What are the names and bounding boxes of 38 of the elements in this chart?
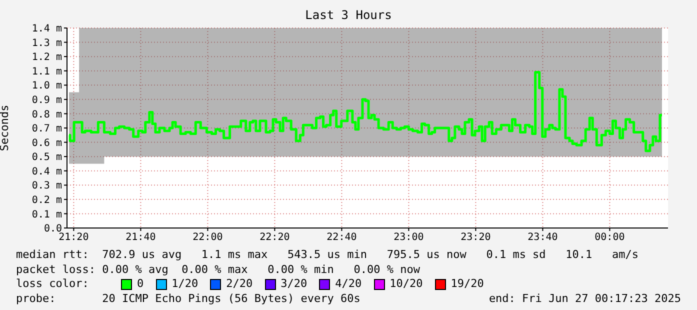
text: packet loss: 0.00 % avg 0.00 % max 0.00 % min 0.00 % now — [16, 262, 421, 277]
y-tick-label: 0.4 m — [32, 166, 62, 178]
chart-title: Last 3 Hours — [304, 8, 393, 22]
text: 10/20 — [390, 277, 423, 292]
y-tick-label: 1.0 m — [32, 80, 62, 92]
x-tick-label: 00:00 — [594, 232, 625, 244]
text: probe: 20 ICMP Echo Pings (56 Bytes) every 60s — [16, 292, 360, 306]
text: median rtt: 702.9 us avg 1.1 ms max 543.5 us min 795.5 us now 0.1 ms sd 10.1 am/s — [16, 248, 640, 262]
text: loss color: — [16, 277, 90, 292]
text: 1/20 — [172, 277, 198, 292]
y-axis-title: Seconds — [0, 104, 11, 152]
text: 19/20 — [450, 277, 484, 292]
y-tick-label: 1.4 m — [32, 24, 62, 35]
y-tick-label: 0.7 m — [32, 124, 62, 135]
x-tick-label: 22:20 — [260, 232, 290, 244]
text: 0 — [137, 277, 144, 292]
y-tick-label: 0.8 m — [32, 109, 62, 120]
text: 3/20 — [280, 277, 308, 292]
y-tick-label: 1.1 m — [32, 66, 62, 78]
x-tick-label: 23:20 — [460, 232, 491, 244]
x-tick-label: 21:40 — [126, 232, 156, 244]
y-tick-label: 0.9 m — [32, 94, 62, 106]
x-tick-label: 23:00 — [394, 232, 424, 244]
x-tick-label: 22:00 — [192, 232, 223, 244]
text: 2/20 — [226, 277, 253, 292]
y-tick-label: 0.1 m — [32, 209, 62, 220]
text: 4/20 — [335, 277, 362, 292]
y-tick-label: 0.3 m — [32, 180, 62, 192]
x-tick-label: 21:20 — [58, 232, 89, 244]
y-tick-label: 0.5 m — [32, 152, 62, 164]
y-tick-label: 0.0 — [44, 224, 62, 235]
text: end: Fri Jun 27 00:17:23 2025 — [488, 292, 681, 306]
y-tick-label: 1.3 m — [32, 38, 62, 49]
x-tick-label: 22:40 — [326, 232, 357, 244]
y-tick-label: 0.6 m — [32, 138, 62, 149]
y-tick-label: 0.2 m — [32, 194, 62, 206]
x-tick-label: 23:40 — [528, 232, 558, 244]
y-tick-label: 1.2 m — [32, 52, 62, 64]
